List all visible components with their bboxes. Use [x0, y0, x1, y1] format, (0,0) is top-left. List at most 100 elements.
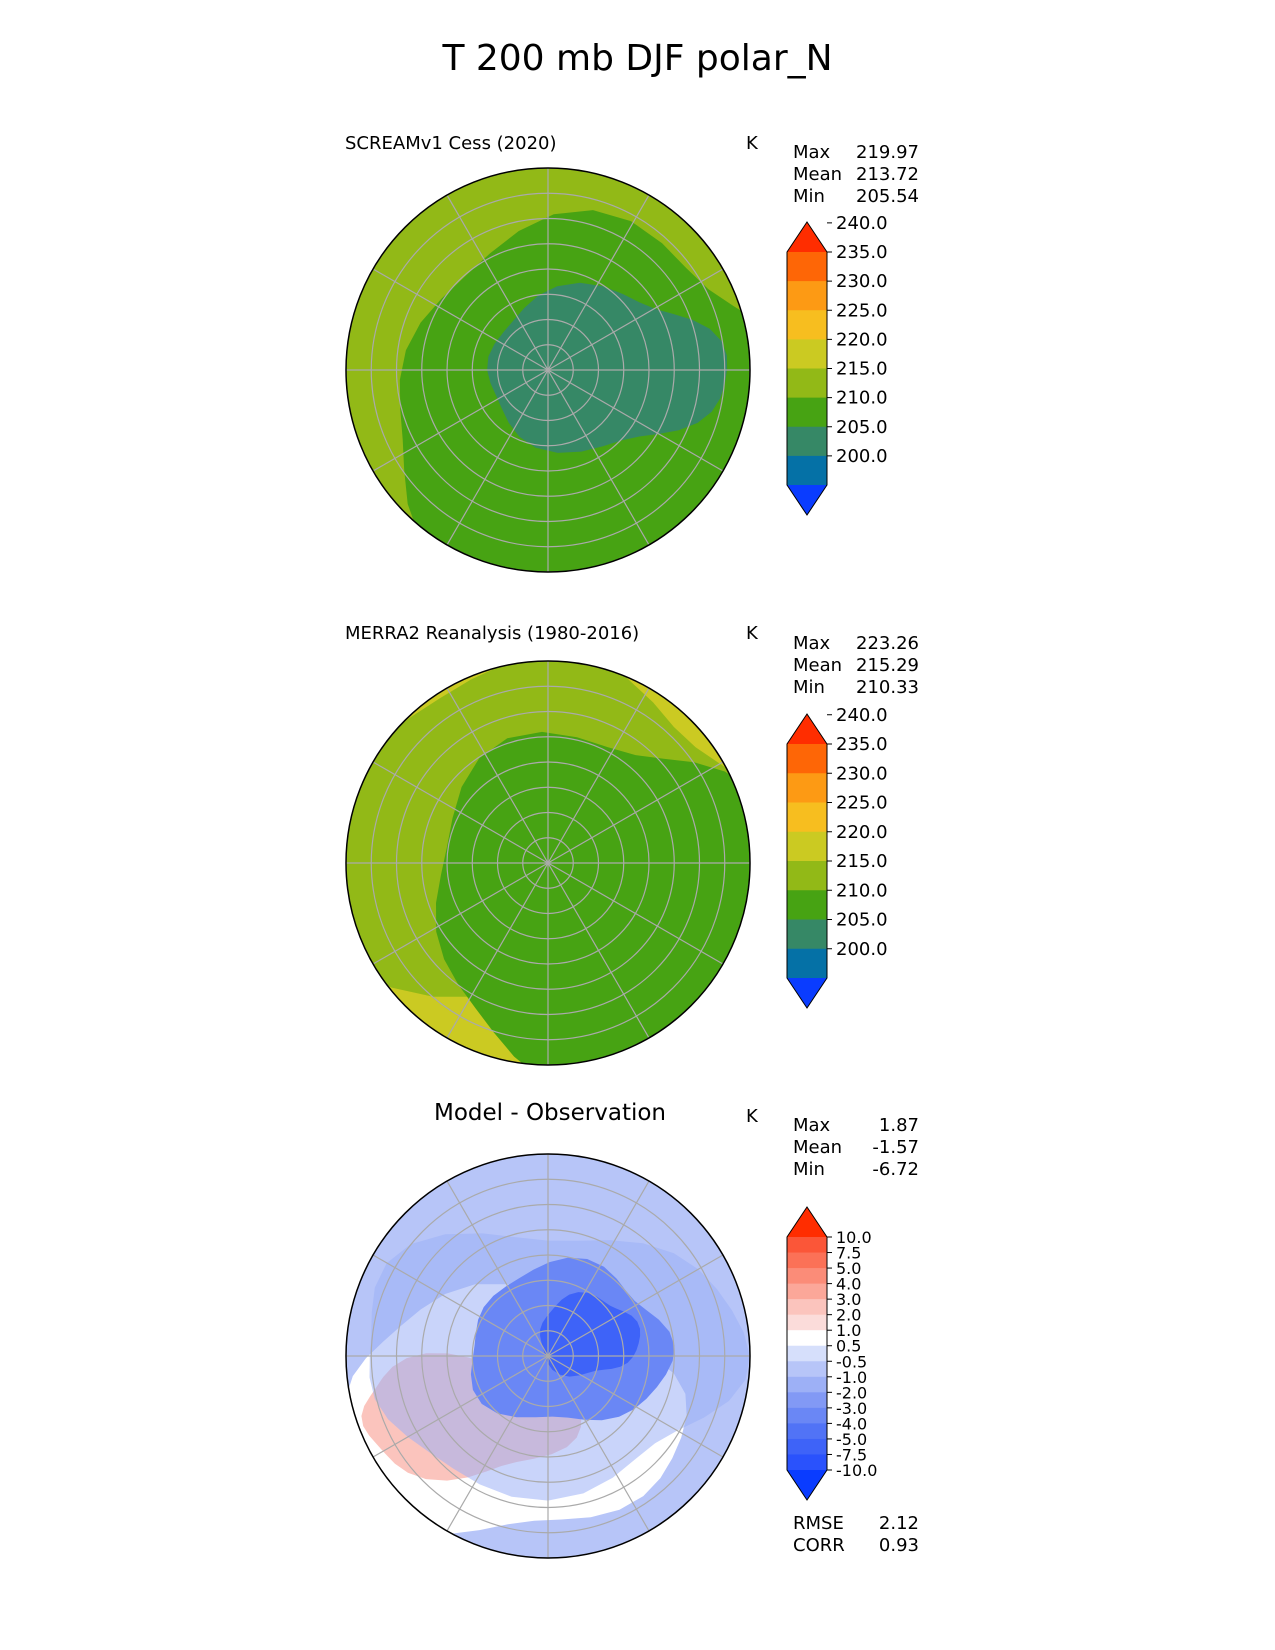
colorbar-tick-label: 1.0: [836, 1321, 861, 1340]
longitude-line: [547, 1355, 724, 1458]
colorbar-bin: [787, 1283, 827, 1300]
longitude-line: [372, 369, 549, 472]
colorbar-bin: [787, 1268, 827, 1285]
colorbar-extend-min: [787, 978, 827, 1008]
colorbar-tick-label: 200.0: [836, 939, 888, 960]
colorbar-tick-label: 240.0: [836, 705, 888, 726]
stat-max: Max 219.97: [793, 142, 919, 163]
colorbar-bin: [787, 1438, 827, 1455]
colorbar-tick-label: -4.0: [836, 1414, 867, 1433]
stat-max: Max 1.87: [793, 1115, 919, 1136]
stat-rmse: RMSE 2.12: [793, 1513, 919, 1534]
longitude-line: [446, 862, 549, 1039]
colorbar-bin: [787, 773, 827, 803]
longitude-line: [446, 369, 549, 546]
stat-max: Max 223.26: [793, 633, 919, 654]
colorbar-bin: [787, 1407, 827, 1424]
colorbar-tick-label: -5.0: [836, 1430, 867, 1449]
colorbar-tick-label: 230.0: [836, 271, 888, 292]
panel-1-units: K: [746, 133, 758, 154]
colorbar-bin: [787, 455, 827, 486]
panel-2-title: MERRA2 Reanalysis (1980-2016): [345, 623, 640, 644]
colorbar-tick-label: 220.0: [836, 329, 888, 350]
longitude-line: [372, 1254, 549, 1357]
colorbar-tick-label: 220.0: [836, 822, 888, 843]
map-boundary: [345, 1153, 751, 1559]
colorbar-bin: [787, 397, 827, 428]
panel-1-title: SCREAMv1 Cess (2020): [345, 133, 557, 154]
stat-corr: CORR 0.93: [793, 1535, 919, 1556]
colorbar-tick-label: -10.0: [836, 1461, 877, 1480]
colorbar-bin: [787, 426, 827, 457]
colorbar-tick-label: 10.0: [836, 1228, 872, 1247]
colorbar-tick-label: -1.0: [836, 1368, 867, 1387]
longitude-line: [547, 369, 724, 472]
longitude-line: [372, 1355, 549, 1458]
colorbar-bin: [787, 1299, 827, 1316]
colorbar-extend-max: [787, 222, 827, 252]
colorbar-tick-label: -3.0: [836, 1399, 867, 1418]
panel-3-stats: Max 1.87 Mean -1.57 Min -6.72: [793, 1115, 919, 1181]
colorbar-bin: [787, 802, 827, 833]
figure-title: T 200 mb DJF polar_N: [442, 38, 833, 79]
longitude-line: [547, 687, 650, 864]
colorbar-tick-label: -0.5: [836, 1352, 867, 1371]
colorbar-tick-label: -2.0: [836, 1383, 867, 1402]
colorbar-2: 200.0 205.0 210.0 215.0 220.0 225.0 230.0 235.0…: [786, 705, 888, 1009]
colorbar-extend-max: [787, 714, 827, 744]
colorbar-bin: [787, 1252, 827, 1269]
colorbar-bin: [787, 1392, 827, 1409]
panel-1-stats: Max 219.97 Mean 213.72 Min 205.54: [793, 142, 919, 208]
stat-min: Min 210.33: [793, 677, 919, 698]
colorbar-bin: [787, 890, 827, 920]
colorbar-tick-label: 205.0: [836, 910, 888, 931]
colorbar-bin: [787, 1454, 827, 1471]
longitude-line: [547, 369, 650, 546]
longitude-line: [372, 268, 549, 371]
longitude-line: [547, 862, 650, 1039]
colorbar-bin: [787, 831, 827, 862]
panel-3-extra-stats: RMSE 2.12 CORR 0.93: [793, 1513, 919, 1557]
stat-mean: Mean 215.29: [793, 655, 919, 676]
map-boundary: [345, 167, 751, 573]
colorbar-tick-label: 235.0: [836, 734, 888, 755]
colorbar-bin: [787, 1314, 827, 1331]
colorbar-bin: [787, 1330, 827, 1347]
longitude-line: [547, 862, 724, 965]
colorbar-bin: [787, 1361, 827, 1378]
colorbar-tick-label: 225.0: [836, 793, 888, 814]
polar-map-2: [345, 660, 751, 1066]
colorbar-bin: [787, 339, 827, 369]
polar-map-1: [345, 167, 751, 573]
colorbar-tick-label: 215.0: [836, 851, 888, 872]
colorbar-extend-min: [787, 1470, 827, 1500]
panel-2-units: K: [746, 623, 758, 644]
colorbar-bin: [787, 1345, 827, 1362]
colorbar-tick-label: 235.0: [836, 242, 888, 263]
longitude-line: [547, 761, 724, 864]
colorbar-extend-min: [787, 485, 827, 515]
colorbar-tick-label: 0.5: [836, 1337, 861, 1356]
stat-mean: Mean 213.72: [793, 164, 919, 185]
colorbar-tick-label: 7.5: [836, 1244, 861, 1263]
colorbar-tick-label: -7.5: [836, 1445, 867, 1464]
colorbar-3: -10.0-7.5-5.0-4.0-3.0-2.0-1.0-0.50.51.02…: [786, 1206, 877, 1501]
colorbar-bin: [787, 744, 827, 774]
longitude-line: [547, 1355, 650, 1532]
colorbar-bin: [787, 1237, 827, 1254]
colorbar-bin: [787, 1376, 827, 1393]
colorbar-tick-label: 200.0: [836, 446, 888, 467]
longitude-line: [372, 761, 549, 864]
panel-3-units: K: [746, 1106, 758, 1127]
longitude-line: [446, 194, 549, 371]
panel-2-stats: Max 223.26 Mean 215.29 Min 210.33: [793, 633, 919, 699]
panel-3-title: Model - Observation: [433, 1100, 667, 1126]
colorbar-tick-label: 210.0: [836, 388, 888, 409]
longitude-line: [547, 1180, 650, 1357]
colorbar-bin: [787, 1423, 827, 1440]
colorbar-tick-label: 215.0: [836, 359, 888, 380]
colorbar-bin: [787, 948, 827, 979]
stat-min: Min -6.72: [793, 1159, 919, 1180]
colorbar-tick-label: 5.0: [836, 1259, 861, 1278]
